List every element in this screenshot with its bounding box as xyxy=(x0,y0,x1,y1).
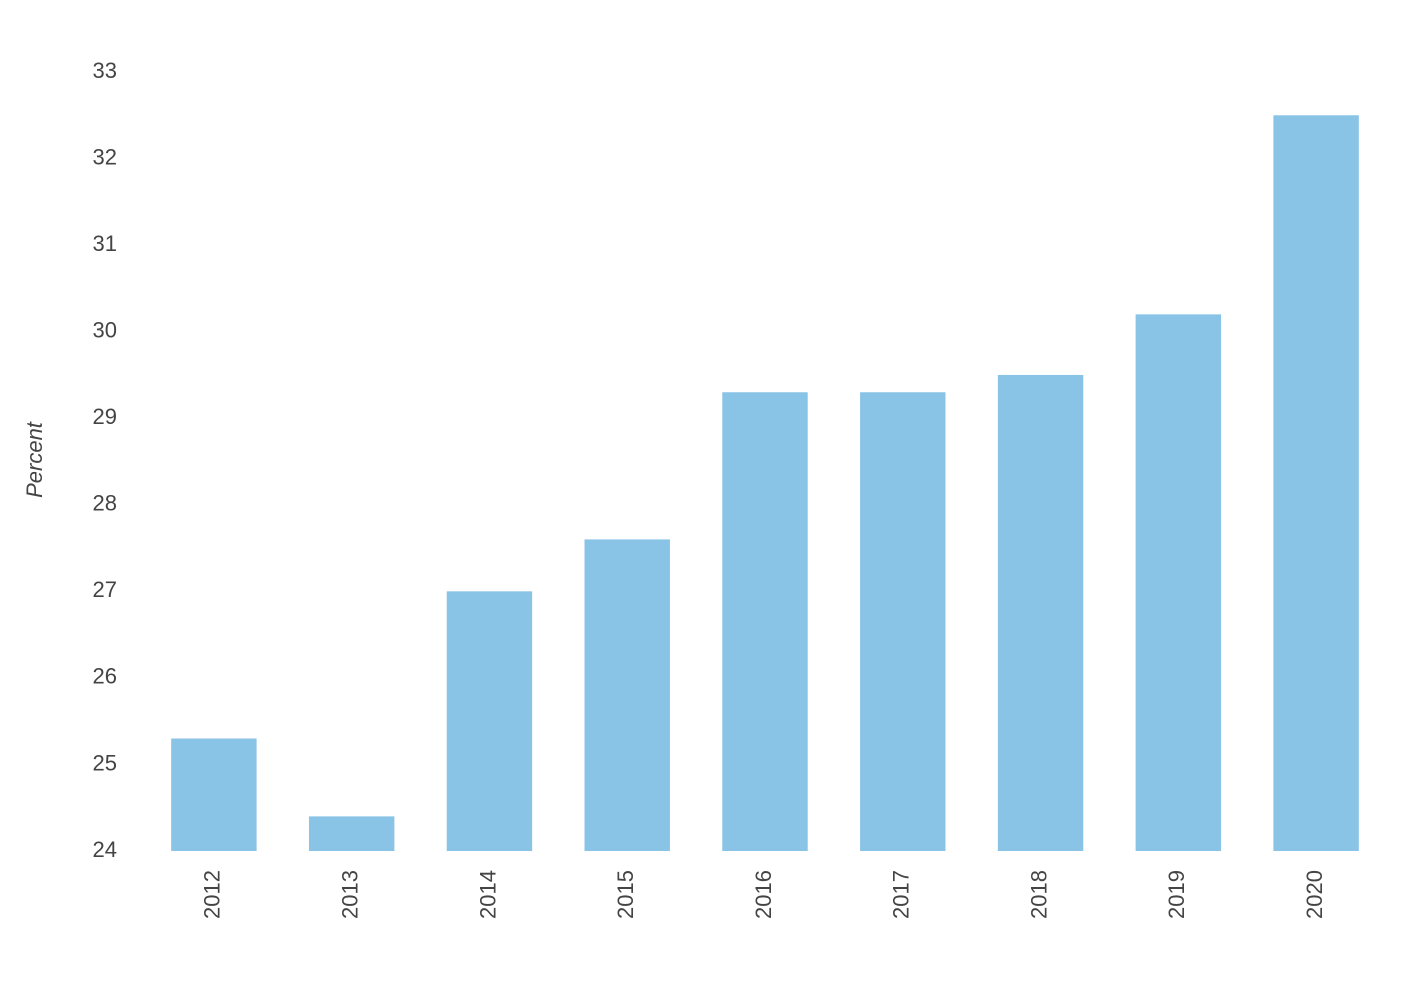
y-axis-label: Percent xyxy=(22,421,47,498)
bar xyxy=(584,539,670,851)
x-tick-label: 2012 xyxy=(200,870,225,919)
y-tick-label: 25 xyxy=(93,750,117,775)
x-tick-label: 2019 xyxy=(1164,870,1189,919)
x-tick-label: 2018 xyxy=(1026,870,1051,919)
bar xyxy=(1135,314,1222,851)
y-tick-label: 28 xyxy=(93,491,117,516)
y-tick-label: 33 xyxy=(93,58,117,83)
x-tick-label: 2014 xyxy=(475,870,500,919)
y-tick-label: 32 xyxy=(93,144,117,169)
bar xyxy=(308,816,395,851)
x-tick-label: 2015 xyxy=(613,870,638,919)
y-tick-label: 27 xyxy=(93,577,117,602)
bar xyxy=(860,392,946,851)
x-tick-label: 2013 xyxy=(337,870,362,919)
bar xyxy=(1273,115,1359,852)
x-tick-label: 2020 xyxy=(1302,870,1327,919)
y-tick-label: 24 xyxy=(93,837,117,862)
y-tick-label: 30 xyxy=(93,317,117,342)
bar xyxy=(997,374,1084,851)
bar xyxy=(446,591,533,851)
y-tick-label: 29 xyxy=(93,404,117,429)
y-tick-label: 31 xyxy=(93,231,117,256)
y-tick-label: 26 xyxy=(93,664,117,689)
x-tick-label: 2016 xyxy=(751,870,776,919)
x-tick-label: 2017 xyxy=(889,870,914,919)
bar xyxy=(722,392,808,851)
bar xyxy=(171,738,257,851)
